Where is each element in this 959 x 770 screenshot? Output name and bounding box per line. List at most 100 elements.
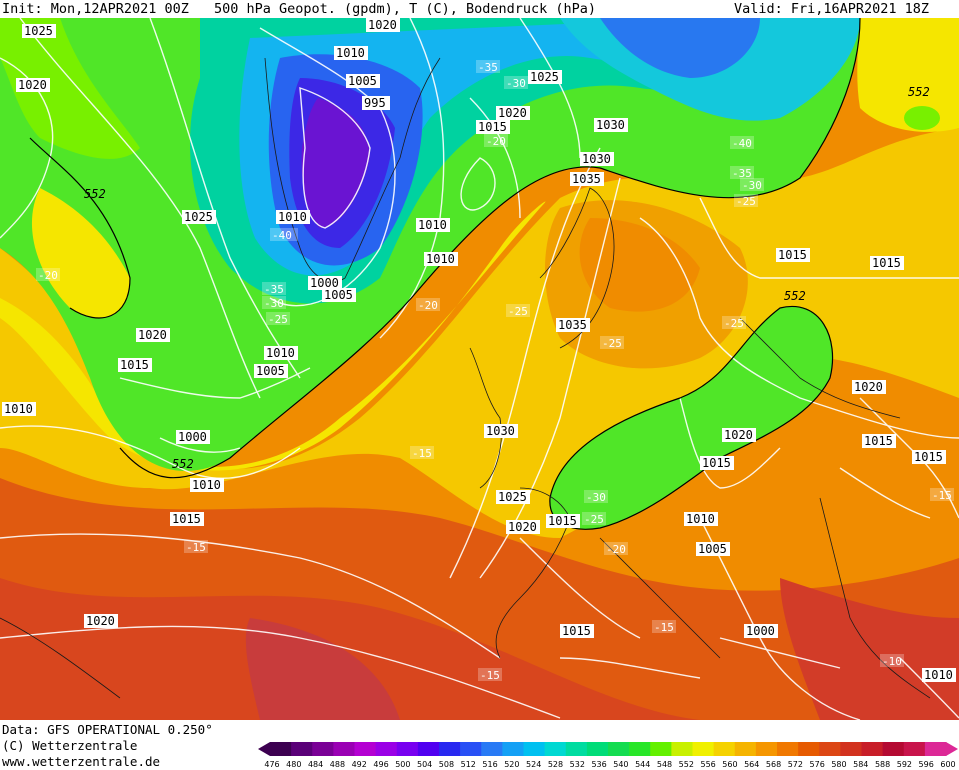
svg-text:1005: 1005 [348,74,377,88]
isobar-label: 1015 [118,358,152,372]
field-region-584 [245,618,400,720]
colorbar-swatch [396,742,419,756]
temperature-label: -30 [740,178,764,192]
colorbar-swatch [713,742,736,756]
temperature-label: -35 [476,60,500,74]
isobar-label: 1010 [334,46,368,60]
isobar-label: 1015 [546,514,580,528]
isobar-label: 1020 [722,428,756,442]
svg-text:-10: -10 [882,655,902,668]
svg-text:1000: 1000 [746,624,775,638]
temperature-label: -15 [410,446,434,460]
field-region-496 [301,98,370,228]
isobar-label: 1020 [84,614,118,628]
colorbar-tick-label: 484 [307,760,324,769]
colorbar-swatch [903,742,926,756]
colorbar-swatch [798,742,820,756]
field-region-556-ne [857,18,959,132]
colorbar-tick-label: 576 [809,760,825,769]
height-label: 552 [84,187,106,201]
svg-text:1005: 1005 [324,288,353,302]
field-region-560 [0,128,959,538]
colorbar-swatch [777,742,799,756]
colorbar-tick-label: 584 [853,760,869,769]
colorbar-swatch [861,742,884,756]
svg-text:1005: 1005 [256,364,285,378]
temperature-label: -35 [730,166,754,180]
isobar-label: 1020 [16,78,50,92]
isobar-label: 1005 [346,74,380,88]
colorbar-tick-label: 500 [395,760,411,769]
svg-text:-25: -25 [584,513,604,526]
svg-text:-40: -40 [732,137,752,150]
isobar-label: 1005 [696,542,730,556]
svg-text:1010: 1010 [686,512,715,526]
colorbar-tick-label: 556 [700,760,716,769]
temperature-label: -15 [930,488,954,502]
colorbar-swatch [502,742,524,756]
colorbar-swatch [819,742,841,756]
colorbar-tick-label: 528 [547,760,564,769]
colorbar-swatch [270,742,292,756]
isobar-label: 1015 [912,450,946,464]
svg-text:1015: 1015 [562,624,591,638]
svg-text:-15: -15 [186,541,206,554]
colorbar-tick-label: 548 [656,760,673,769]
height-contours [29,18,861,530]
colorbar-swatch [523,742,546,756]
colorbar-swatch [333,742,355,756]
temperature-label: -10 [880,654,904,668]
colorbar-tick-label: 516 [482,760,498,769]
field-region-548-central [549,306,833,530]
weather-map-svg: 1025 1020 1025 1010 1005 995 1010 1020 1… [0,18,959,720]
field-description: 500 hPa Geopot. (gpdm), T (C), Bodendruc… [214,1,597,17]
field-region-516-ne [600,18,760,78]
temperature-label: -40 [270,228,298,242]
isobar-label: 1035 [556,318,590,332]
svg-text:1010: 1010 [924,668,953,682]
isobar-label: 1025 [182,210,216,224]
svg-text:-30: -30 [506,77,526,90]
svg-text:1035: 1035 [558,318,587,332]
copyright: (C) Wetterzentrale [2,738,138,753]
colorbar-swatch [671,742,693,756]
temperature-label: -30 [584,490,608,504]
isobar-label: 1030 [594,118,628,132]
svg-text:1005: 1005 [698,542,727,556]
svg-text:-25: -25 [508,305,528,318]
colorbar-tick-label: 552 [678,760,694,769]
isobar-label: 995 [362,96,390,110]
colorbar-swatch [354,742,377,756]
svg-text:-15: -15 [654,621,674,634]
svg-text:-25: -25 [736,195,756,208]
colorbar-tick-label: 520 [504,760,520,769]
svg-text:1025: 1025 [498,490,527,504]
height-label: 552 [784,289,806,303]
colorbar-tick-label: 572 [787,760,803,769]
isobar-label: 1015 [560,624,594,638]
height-label-group: 552 552 552 552 [84,85,930,471]
isobar-label: 1010 [190,478,224,492]
colorbar-tick-label: 540 [613,760,629,769]
colorbar-swatch [882,742,905,756]
colorbar-swatch [565,742,588,756]
isobar-label: 1020 [506,520,540,534]
svg-text:1015: 1015 [120,358,149,372]
isobar-label: 1005 [254,364,288,378]
isobar-label: 1035 [570,172,604,186]
colorbar-tick-label: 580 [831,760,847,769]
svg-text:1030: 1030 [582,152,611,166]
valid-time: Valid: Fri,16APR2021 18Z [734,1,930,17]
isobar-label: 1020 [496,106,530,120]
colorbar-swatch [629,742,651,756]
colorbar-tick-label: 564 [744,760,760,769]
colorbar-swatch [692,742,715,756]
isobar-label: 1015 [862,434,896,448]
field-region-556-west [31,188,130,318]
svg-text:1030: 1030 [486,424,515,438]
field-region-572 [579,218,700,312]
isobar-label: 1000 [176,430,210,444]
coastlines [0,57,931,699]
field-region-584-east [780,578,959,720]
svg-text:-25: -25 [724,317,744,330]
